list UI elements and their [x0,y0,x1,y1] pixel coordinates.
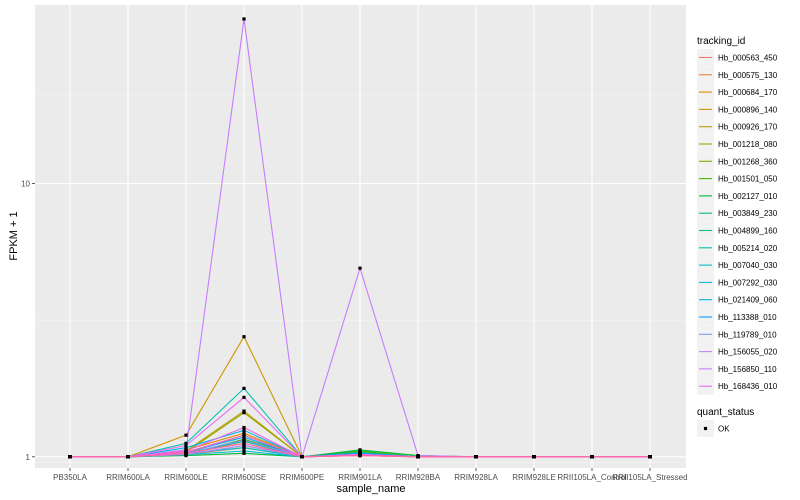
data-point [242,438,246,442]
legend-key-label: Hb_000926_170 [718,123,778,132]
data-point [184,433,188,437]
x-tick-label: RRIM600PE [280,473,324,482]
series-points [68,17,652,459]
y-axis-title: FPKM + 1 [8,211,20,260]
legend-shape-label: OK [718,425,730,434]
data-point [184,443,188,448]
data-point [242,425,246,430]
x-tick-label: RRIM600LA [106,473,150,482]
data-point [242,409,246,413]
legend: tracking_id Hb_000563_450Hb_000575_130Hb… [697,36,778,437]
data-point [300,455,304,459]
data-point [590,455,594,459]
x-tick-label: RRIM928BA [396,473,441,482]
data-point [242,395,246,399]
data-point [242,431,246,435]
legend-key-label: Hb_001501_050 [718,175,778,184]
data-point [474,455,478,459]
data-point [242,449,246,453]
y-tick-label: 1 [26,453,31,462]
legend-key-label: Hb_168436_010 [718,382,778,391]
data-point [358,454,362,458]
data-point [184,441,188,445]
legend-key-label: Hb_021409_060 [718,296,778,305]
legend-key-label: Hb_002127_010 [718,192,778,201]
data-point [242,446,246,450]
data-point [242,428,246,432]
x-tick-label: RRIM901LA [338,473,382,482]
x-tick-label: RRIM928LA [454,473,498,482]
data-point [648,455,652,459]
data-point [242,411,246,415]
data-point [126,455,130,459]
data-point [242,443,246,448]
data-point [532,455,536,459]
data-point [68,455,72,459]
legend-shape-marker [703,426,708,431]
legend-key-label: Hb_003849_230 [718,209,778,218]
x-tick-label: RRIM928LE [512,473,556,482]
x-tick-label: PB350LA [53,473,87,482]
y-axis: 1 10 [21,180,35,462]
legend-key-label: Hb_007292_030 [718,278,778,287]
data-point [242,441,246,445]
legend-color-keys: Hb_000563_450 Hb_000575_130 Hb_000684_170 H… [697,49,778,395]
data-point [358,448,362,452]
data-point [242,451,246,455]
data-point [184,446,188,450]
x-axis-title: sample_name [336,483,405,495]
data-point [416,455,420,459]
legend-key-label: Hb_119789_010 [718,330,777,339]
y-tick-label: 10 [21,180,30,189]
legend-key-label: Hb_004899_160 [718,227,778,236]
data-point [242,435,246,439]
x-tick-label: RRII105LA_Stressed [612,473,687,482]
legend-shape-keys: OK [697,420,730,437]
legend-key-label: Hb_000896_140 [718,105,778,114]
legend-key-label: Hb_001268_360 [718,157,778,166]
data-point [358,266,362,270]
legend-key-label: Hb_000563_450 [718,54,778,63]
x-axis: PB350LA RRIM600LA RRIM600LE RRIM600SE RRIM60… [53,468,688,482]
x-tick-label: RRIM600LE [164,473,208,482]
data-point [184,451,188,455]
legend-key-label: Hb_156850_110 [718,365,777,374]
x-tick-label: RRII105LA_Control [557,473,627,482]
legend-key-label: Hb_001218_080 [718,140,778,149]
legend-title-quant-status: quant_status [697,407,754,418]
legend-title-tracking-id: tracking_id [697,36,745,47]
legend-key-label: Hb_156055_020 [718,348,778,357]
legend-key-label: Hb_000575_130 [718,71,778,80]
legend-key-label: Hb_113388_010 [718,313,777,322]
data-point [242,386,246,390]
legend-key-label: Hb_005214_020 [718,244,778,253]
data-point [242,433,246,437]
legend-key-label: Hb_000684_170 [718,88,778,97]
data-point [242,17,246,21]
plot-panel [35,5,686,468]
x-tick-label: RRIM600SE [222,473,266,482]
legend-key-label: Hb_007040_030 [718,261,778,270]
data-point [242,335,246,339]
